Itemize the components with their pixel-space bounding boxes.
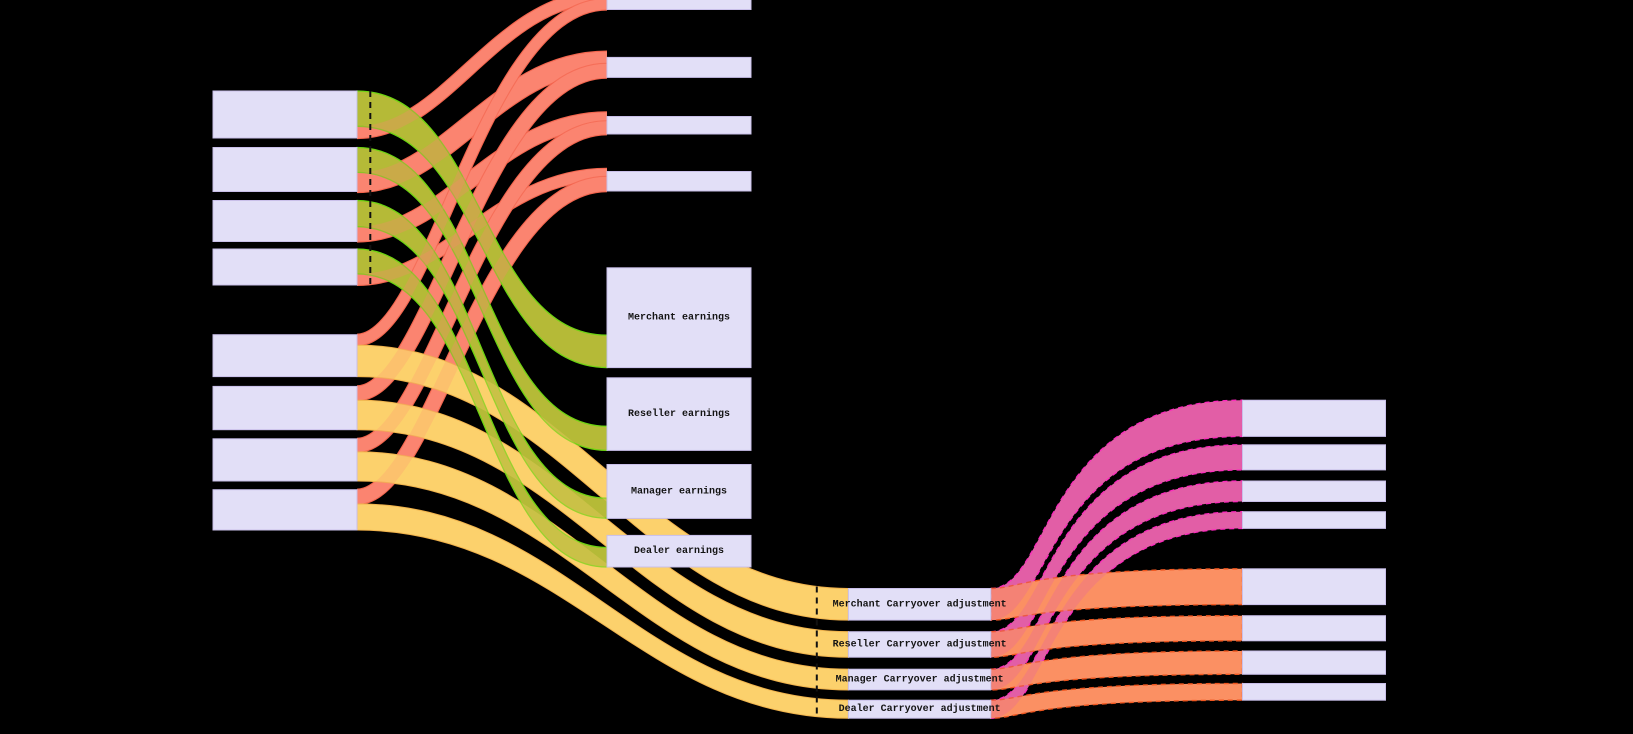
svg-text:Merchant Carryover adjustment: Merchant Carryover adjustment bbox=[833, 598, 1007, 610]
svg-text:Reseller earnings: Reseller earnings bbox=[628, 408, 730, 420]
svg-text:Manager earnings: Manager earnings bbox=[631, 485, 727, 497]
svg-text:Dealer earnings: Dealer earnings bbox=[634, 545, 724, 557]
svg-text:Dealer Carryover adjustment: Dealer Carryover adjustment bbox=[839, 703, 1001, 715]
svg-text:Merchant earnings: Merchant earnings bbox=[628, 312, 730, 324]
svg-text:Manager Carryover adjustment: Manager Carryover adjustment bbox=[836, 674, 1004, 686]
svg-text:Reseller Carryover adjustment: Reseller Carryover adjustment bbox=[833, 639, 1007, 651]
